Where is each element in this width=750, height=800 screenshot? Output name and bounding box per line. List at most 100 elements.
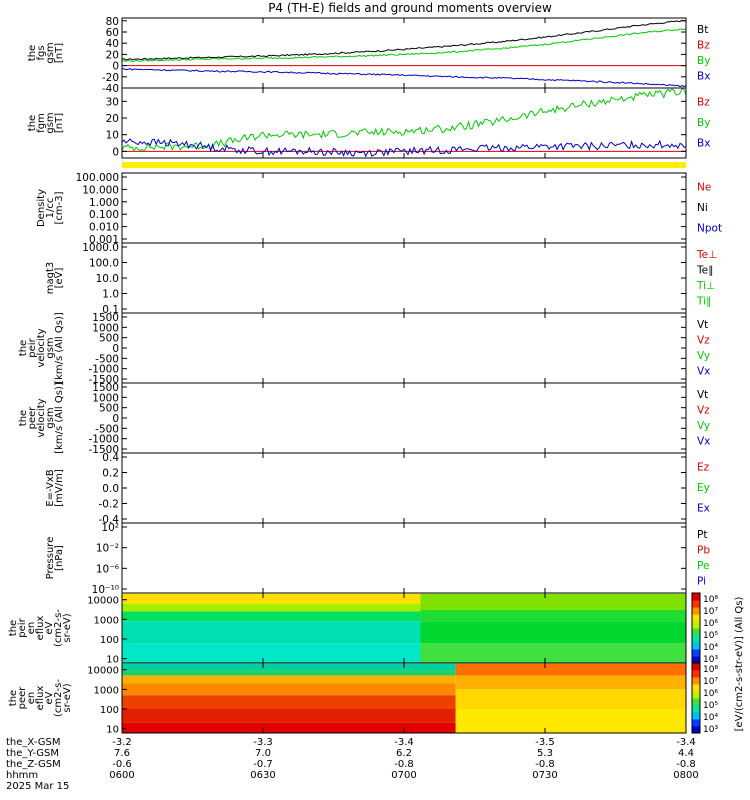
y-tick-label: 1000.0: [82, 242, 119, 254]
heatmap-band: [455, 663, 686, 676]
heatmap-band: [455, 709, 686, 733]
colorbar-cell: [692, 684, 700, 692]
colorbar-cell: [692, 663, 700, 671]
y-tick-label: 1000: [92, 392, 119, 404]
legend-Pe: Pe: [697, 560, 709, 572]
colorbar-cell: [692, 635, 700, 643]
colorbar-tick-label: 10⁵: [703, 701, 718, 711]
ephemeris-value: 5.3: [537, 748, 553, 759]
y-axis-label: eflux: [35, 686, 46, 711]
colorbar-cell: [692, 712, 700, 720]
legend-Pt: Pt: [697, 529, 707, 541]
y-axis-label: gsm: [45, 337, 56, 358]
panel-peer_spec: 10000 1000 100 10 thepeerenefluxeV(cm2-s-sr-…: [8, 662, 687, 736]
y-tick-label: 80: [106, 16, 119, 28]
y-axis-label: en: [26, 622, 37, 635]
y-tick-label: 100.0: [89, 258, 119, 270]
heatmap-band: [420, 609, 686, 622]
y-tick-label: -0.4: [99, 514, 120, 526]
y-axis-label: [km/s (All Qs)]: [54, 312, 65, 384]
y-tick-label: 40: [106, 38, 119, 50]
x-tick-label: 0700: [391, 770, 416, 781]
legend-Vy: Vy: [697, 350, 710, 362]
series-line-Bx: [121, 138, 687, 158]
colorbar-upper: 10⁸ 10⁷ 10⁶ 10⁵ 10⁴ 10³: [691, 592, 718, 665]
y-tick-label: 10⁻²: [96, 543, 119, 555]
heatmap-band: [122, 695, 456, 710]
y-axis-label: velocity: [36, 398, 47, 437]
legend-Ez: Ez: [697, 461, 710, 473]
legend-Ti⊥: Ti⊥: [696, 280, 715, 292]
colorbar-cell: [692, 593, 700, 601]
ephemeris-value: -0.8: [676, 759, 696, 770]
series-line-Bt: [121, 19, 687, 61]
y-tick-label: 10²: [101, 522, 119, 534]
ephemeris-value: 4.4: [678, 748, 694, 759]
y-axis-label: Pressure: [45, 537, 56, 580]
heatmap-band: [455, 689, 686, 710]
y-tick-label: 10000: [87, 666, 119, 677]
y-tick-label: 100.000: [76, 172, 119, 184]
date-label: 2025 Mar 15: [6, 781, 69, 792]
heatmap-band: [122, 709, 456, 723]
y-tick-label: 1500: [92, 312, 119, 324]
y-tick-label: 10.000: [82, 184, 119, 196]
colorbar-cell: [692, 607, 700, 615]
x-unit-label: hhmm: [6, 770, 38, 781]
legend-Ni: Ni: [697, 202, 708, 214]
colorbar-tick-label: 10⁷: [703, 677, 718, 687]
legend-Bx: Bx: [697, 138, 710, 150]
heatmap-band: [122, 621, 421, 644]
y-tick-label: 1000: [92, 322, 119, 334]
legend-Bz: Bz: [697, 39, 710, 51]
legend-Ex: Ex: [697, 503, 710, 515]
colorbar-cell: [692, 670, 700, 678]
y-axis-label: E=-VxB: [45, 469, 56, 506]
colorbar-tick-label: 10⁶: [703, 689, 718, 699]
legend-Te∥: Te∥: [696, 264, 713, 276]
y-tick-label: -1500: [88, 374, 119, 386]
y-axis-label: velocity: [36, 328, 47, 367]
y-tick-label: 10⁻¹⁰: [92, 584, 119, 596]
y-tick-label: 1.0: [102, 289, 119, 301]
y-tick-label: 0.010: [89, 222, 119, 234]
ephemeris-value: -0.6: [112, 759, 132, 770]
panel-pressure: 10² 10⁻² 10⁻⁶ 10⁻¹⁰ Pressure[nPa] Pt Pb Pe Pi: [45, 522, 710, 596]
y-axis-label: eV: [44, 621, 55, 634]
ephemeris-value: -3.5: [535, 737, 555, 748]
colorbar-cell: [692, 649, 700, 657]
y-axis-label: the: [8, 620, 19, 636]
colorbar-cell: [692, 642, 700, 650]
y-tick-label: 0.4: [102, 452, 119, 464]
colorbar-cell: [692, 698, 700, 706]
y-axis-label: [nT]: [54, 43, 65, 63]
y-tick-label: 1000: [94, 615, 119, 626]
y-axis-label: fgm: [36, 113, 47, 133]
y-tick-label: -1000: [88, 364, 119, 376]
y-axis-label: 1/cc: [45, 198, 56, 219]
heatmap-band: [122, 604, 421, 612]
ephemeris-value: -0.8: [394, 759, 414, 770]
y-tick-label: 10: [106, 655, 119, 666]
y-tick-label: 10.0: [96, 273, 119, 285]
ephemeris-value: -0.7: [253, 759, 273, 770]
panel-frame: [121, 452, 687, 524]
x-tick-label: 0600: [109, 770, 134, 781]
legend-By: By: [697, 117, 710, 129]
legend-Bt: Bt: [697, 24, 708, 36]
ephemeris-label: the_Y-GSM: [6, 748, 59, 759]
heatmap-band: [122, 722, 456, 733]
ephemeris-value: -0.8: [535, 759, 555, 770]
y-axis-label: magt3: [45, 262, 56, 295]
colorbar-cell: [692, 726, 700, 734]
heatmap-band: [122, 643, 421, 663]
y-tick-label: 1500: [92, 382, 119, 394]
colorbar-cell: [692, 656, 700, 664]
colorbar-label: [eV/(cm2-s-str-eV)] (All Qs): [734, 596, 745, 731]
y-axis-label: (cm2-s-: [53, 679, 64, 717]
colorbar-cell: [692, 677, 700, 685]
y-tick-label: -500: [95, 423, 119, 435]
